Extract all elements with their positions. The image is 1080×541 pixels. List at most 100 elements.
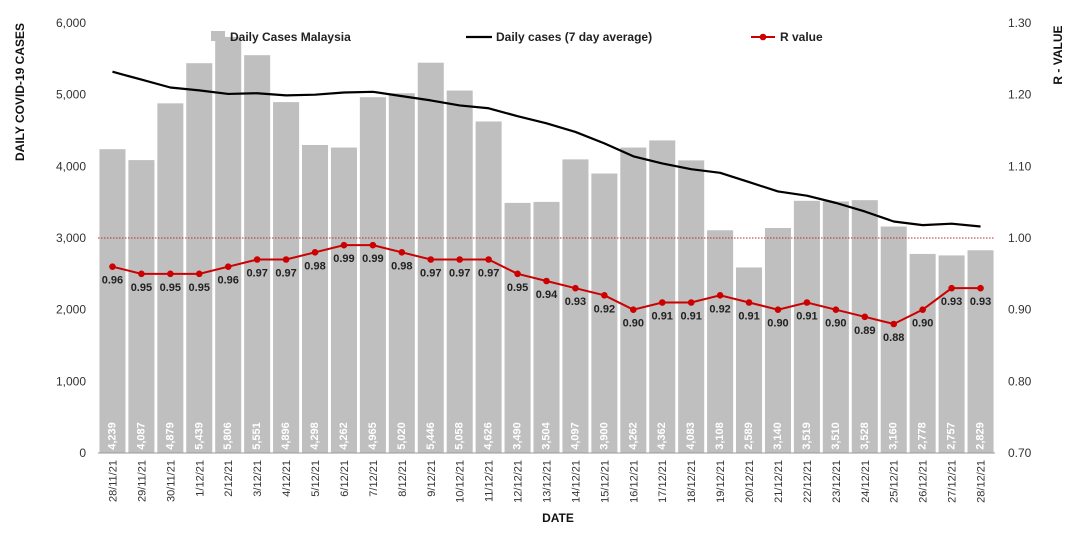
bar-value-label: 5,020 [396, 422, 408, 450]
r-value-point [601, 292, 608, 299]
x-tick-label: 27/12/21 [947, 460, 959, 503]
r-value-label: 0.99 [333, 253, 354, 265]
bar-value-label: 4,362 [656, 422, 668, 450]
bar [620, 147, 647, 453]
r-value-point [745, 299, 753, 306]
r-value-point [514, 270, 521, 278]
legend-label-seven-day-average: Daily cases (7 day average) [496, 30, 652, 44]
bar [186, 63, 213, 453]
y2-tick-label: 0.90 [1008, 303, 1032, 317]
bar-value-label: 2,829 [975, 422, 987, 450]
r-value-point [687, 299, 695, 306]
y2-tick-label: 1.30 [1008, 16, 1032, 30]
bar-value-label: 4,097 [569, 422, 581, 450]
r-value-label: 0.91 [680, 311, 701, 323]
r-value-label: 0.97 [275, 268, 296, 280]
bar [707, 230, 734, 453]
x-tick-label: 30/11/21 [165, 460, 177, 502]
r-value-label: 0.95 [131, 282, 152, 294]
x-tick-label: 17/12/21 [657, 460, 669, 503]
r-value-point [224, 263, 232, 270]
r-value-label: 0.90 [912, 318, 933, 330]
r-value-point [977, 284, 984, 292]
r-value-point [658, 299, 666, 306]
bar-value-label: 3,108 [714, 422, 726, 450]
bar [591, 173, 618, 453]
r-value-point [109, 263, 116, 270]
bar [909, 253, 936, 453]
bar-value-label: 5,439 [193, 422, 205, 450]
bar-value-label: 5,551 [251, 422, 263, 450]
y-tick-label: 5,000 [56, 88, 86, 102]
bar-value-label: 2,589 [743, 422, 755, 450]
x-tick-label: 25/12/21 [889, 460, 901, 503]
r-value-label: 0.97 [449, 268, 470, 280]
r-value-label: 0.95 [160, 282, 181, 294]
x-axis-title: DATE [542, 511, 574, 525]
bar [215, 36, 242, 454]
r-value-point [948, 284, 955, 292]
bar-value-label: 4,262 [627, 422, 639, 450]
bar-value-label: 4,083 [685, 422, 697, 450]
y-tick-label: 1,000 [56, 374, 86, 388]
bar [475, 121, 502, 453]
bar [359, 97, 386, 454]
r-value-label: 0.96 [102, 275, 123, 287]
y2-axis-title: R - VALUE [1051, 25, 1065, 84]
y2-tick-label: 1.10 [1008, 159, 1032, 173]
x-tick-label: 28/12/21 [976, 460, 988, 503]
r-value-point [832, 306, 840, 313]
x-tick-label: 12/12/21 [513, 460, 525, 503]
r-value-label: 0.91 [796, 311, 817, 323]
x-tick-label: 21/12/21 [773, 460, 785, 503]
legend-label-r-value: R value [780, 30, 823, 44]
r-value-point [716, 292, 724, 299]
bar-value-label: 2,757 [946, 422, 958, 450]
r-value-label: 0.98 [304, 260, 325, 272]
x-tick-label: 14/12/21 [570, 460, 582, 503]
r-labels-layer: 0.96 0.95 0.95 0.95 0.96 0.97 0.97 0.98 0.99 0.99… [102, 253, 991, 344]
r-value-point [456, 256, 463, 263]
bar-value-label: 3,519 [801, 422, 813, 450]
y2-tick-label: 0.80 [1008, 374, 1032, 388]
bar [302, 144, 329, 454]
bar-value-label: 3,510 [830, 422, 842, 450]
x-tick-label: 3/12/21 [252, 460, 264, 497]
bar [330, 147, 357, 453]
legend-marker-r-value [759, 33, 767, 41]
r-value-point [861, 313, 869, 321]
x-tick-label: 19/12/21 [715, 460, 727, 503]
r-value-point [282, 256, 290, 263]
x-tick-label: 22/12/21 [802, 460, 814, 503]
y-tick-label: 6,000 [56, 16, 86, 30]
bar [157, 103, 184, 453]
r-value-label: 0.92 [709, 303, 730, 315]
r-value-label: 0.92 [594, 303, 615, 315]
x-tick-label: 6/12/21 [339, 460, 351, 497]
bar [99, 149, 126, 453]
bars-layer [99, 36, 994, 454]
r-value-label: 0.97 [420, 268, 441, 280]
r-value-point [774, 306, 782, 313]
y2-tick-labels: 0.70 0.80 0.90 1.00 1.10 1.20 1.30 [1008, 16, 1032, 460]
bar-value-label: 3,900 [598, 422, 610, 450]
r-value-point [890, 320, 898, 328]
bar-labels-layer: 4,239 4,087 4,879 5,439 5,806 5,551 4,896 4,298… [106, 421, 986, 449]
r-value-label: 0.90 [825, 318, 846, 330]
y-tick-label: 4,000 [56, 159, 86, 173]
r-value-label: 0.93 [565, 296, 586, 308]
bar-value-label: 2,778 [917, 422, 929, 450]
x-tick-label: 15/12/21 [599, 460, 611, 503]
legend-label-daily-cases: Daily Cases Malaysia [230, 30, 351, 44]
r-value-label: 0.96 [217, 275, 238, 287]
x-tick-label: 10/12/21 [455, 460, 467, 503]
r-value-label: 0.95 [189, 282, 210, 294]
bar [273, 102, 300, 454]
x-tick-label: 8/12/21 [397, 460, 409, 497]
r-value-label: 0.99 [362, 253, 383, 265]
r-value-label: 0.93 [970, 296, 991, 308]
r-value-label: 0.91 [652, 311, 673, 323]
bar-value-label: 4,965 [367, 422, 379, 450]
legend: Daily Cases Malaysia Daily cases (7 day a… [211, 30, 823, 44]
